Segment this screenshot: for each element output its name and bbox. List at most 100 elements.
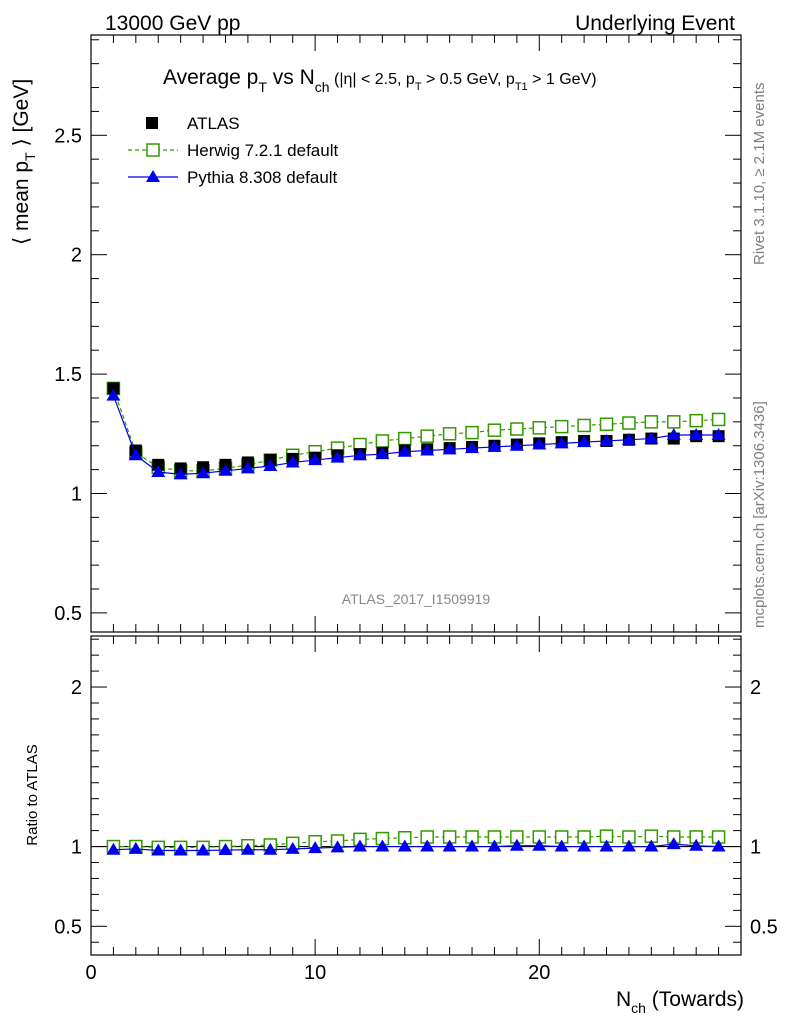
pythia-8-308-default-point: [128, 448, 143, 461]
y-tick-label: 2: [71, 245, 82, 267]
pythia-8-308-default-point: [711, 839, 726, 852]
title-p-sub: T: [258, 79, 267, 95]
ratio-ylabel: Ratio to ATLAS: [24, 744, 41, 845]
pythia-8-308-default-point: [375, 839, 390, 852]
pythia-8-308-default-line: [112, 395, 719, 475]
pythia-8-308-default-point: [711, 427, 726, 440]
y-tick-label: 2.5: [54, 125, 82, 147]
main-series: [106, 381, 726, 480]
legend-marker-atlas: [146, 117, 158, 129]
legend-marker-herwig: [146, 143, 160, 157]
pythia-8-308-default-point: [689, 427, 704, 440]
herwig-7-2-1-default-point: [510, 422, 524, 436]
x-tick-label: 0: [85, 962, 96, 984]
pythia-8-308-default-point: [420, 839, 435, 852]
herwig-7-2-1-default-point: [532, 421, 547, 435]
title-cuts-sub-t1: T1: [515, 81, 528, 93]
pythia-8-308-default-point: [263, 459, 278, 472]
herwig-7-2-1-default-point: [711, 412, 726, 427]
pythia-8-308-default-point: [465, 441, 480, 454]
pythia-8-308-default-point: [173, 843, 188, 856]
herwig-7-2-1-default-point: [554, 419, 569, 434]
pythia-8-308-default-point: [509, 438, 524, 451]
title-cuts-c: > 1 GeV): [528, 71, 597, 88]
legend-marker-pythia: [146, 170, 160, 182]
herwig-7-2-1-default-point: [420, 429, 434, 443]
pythia-8-308-default-point: [397, 839, 412, 852]
pythia-8-308-default-point: [487, 439, 502, 452]
ylabel-b: ⟩ [GeV]: [10, 79, 33, 153]
pythia-8-308-default-point: [621, 432, 636, 445]
title-mid: vs N: [267, 66, 315, 89]
pythia-8-308-default-point: [352, 839, 367, 852]
title-cuts-b: > 0.5 GeV, p: [422, 71, 515, 88]
xlabel: Nch (Towards): [616, 988, 744, 1016]
ylabel-sub: T: [22, 152, 38, 161]
main-frame: [90, 34, 742, 633]
atlas-point: [152, 458, 165, 471]
pythia-8-308-default-point: [644, 839, 659, 852]
pythia-8-308-default-point: [151, 843, 166, 856]
herwig-7-2-1-default-point: [689, 413, 703, 428]
pythia-8-308-default-point: [442, 839, 457, 852]
y-tick-label: 1: [71, 483, 82, 505]
pythia-8-308-default-point: [554, 436, 569, 449]
pythia-8-308-default-point: [689, 838, 704, 851]
pythia-8-308-default-point: [577, 435, 592, 448]
watermark: ATLAS_2017_I1509919: [342, 591, 491, 607]
pythia-8-308-default-point: [352, 448, 367, 461]
herwig-7-2-1-default-point: [375, 434, 390, 448]
y-tick-label-right: 2: [750, 677, 761, 699]
pythia-8-308-default-point: [397, 444, 412, 457]
pythia-8-308-default-point: [173, 467, 188, 480]
y-tick-label-right: 0.5: [750, 916, 778, 938]
legend-label-herwig: Herwig 7.2.1 default: [187, 141, 338, 160]
y-tick-label: 1: [71, 837, 82, 859]
y-tick-label-right: 1: [750, 837, 761, 859]
pythia-8-308-default-point: [106, 388, 121, 401]
pythia-8-308-default-point: [330, 840, 345, 853]
pythia-8-308-default-point: [465, 839, 480, 852]
main-panel: 0.511.522.5 Average pT vs Nch (|η| < 2.5…: [10, 34, 742, 633]
legend: ATLAS Herwig 7.2.1 default Pythia 8.308 …: [128, 114, 338, 187]
pythia-8-308-default-point: [420, 443, 435, 456]
xlabel-b: (Towards): [646, 988, 744, 1011]
pythia-8-308-default-point: [487, 839, 502, 852]
pythia-8-308-default-point: [308, 453, 323, 466]
pythia-8-308-default-point: [218, 843, 233, 856]
pythia-8-308-default-point: [330, 450, 345, 463]
ratio-panel: 0 10 20 0.5 0.5 1 1 2 2 Ratio to ATLAS Nch (Towa…: [24, 635, 778, 1016]
main-title: Average pT vs Nch (|η| < 2.5, pT > 0.5 G…: [163, 66, 597, 95]
pythia-8-308-default-point: [285, 841, 300, 854]
pythia-8-308-default-point: [196, 843, 211, 856]
herwig-7-2-1-default-point: [622, 416, 636, 430]
x-tick-label: 10: [304, 962, 326, 984]
pythia-8-308-default-point: [106, 842, 121, 855]
herwig-7-2-1-default-point: [599, 417, 614, 431]
ratio-ticks: 0 10 20 0.5 0.5 1 1 2 2: [54, 636, 778, 984]
header-right: Underlying Event: [575, 12, 735, 35]
herwig-7-2-1-default-point: [398, 431, 412, 446]
herwig-7-2-1-default-point: [442, 427, 457, 441]
pythia-8-308-default-point: [196, 466, 211, 479]
pythia-8-308-default-point: [554, 839, 569, 852]
y-tick-label: 2: [71, 677, 82, 699]
pythia-8-308-default-line: [113, 843, 719, 852]
herwig-7-2-1-default-point: [487, 423, 502, 437]
title-cuts-a: (|η| < 2.5, p: [330, 71, 415, 88]
main-ticks: 0.5 1 1.5 2 2.5: [54, 35, 741, 632]
title-n-sub: ch: [315, 79, 330, 95]
pythia-8-308-default-point: [599, 433, 614, 446]
pythia-8-308-default-point: [666, 427, 681, 440]
title-cuts-sub-t: T: [415, 81, 422, 93]
ratio-frame: [90, 635, 742, 956]
mcplots-label: mcplots.cern.ch [arXiv:1306.3436]: [751, 401, 768, 628]
pythia-8-308-default-point: [599, 839, 614, 852]
pythia-8-308-default-point: [666, 837, 681, 850]
legend-label-pythia: Pythia 8.308 default: [187, 168, 338, 187]
legend-label-atlas: ATLAS: [187, 114, 240, 133]
main-ylabel: ⟨ mean pT ⟩ [GeV]: [10, 79, 38, 245]
pythia-8-308-default-point: [240, 461, 255, 474]
title-prefix: Average p: [163, 66, 258, 89]
